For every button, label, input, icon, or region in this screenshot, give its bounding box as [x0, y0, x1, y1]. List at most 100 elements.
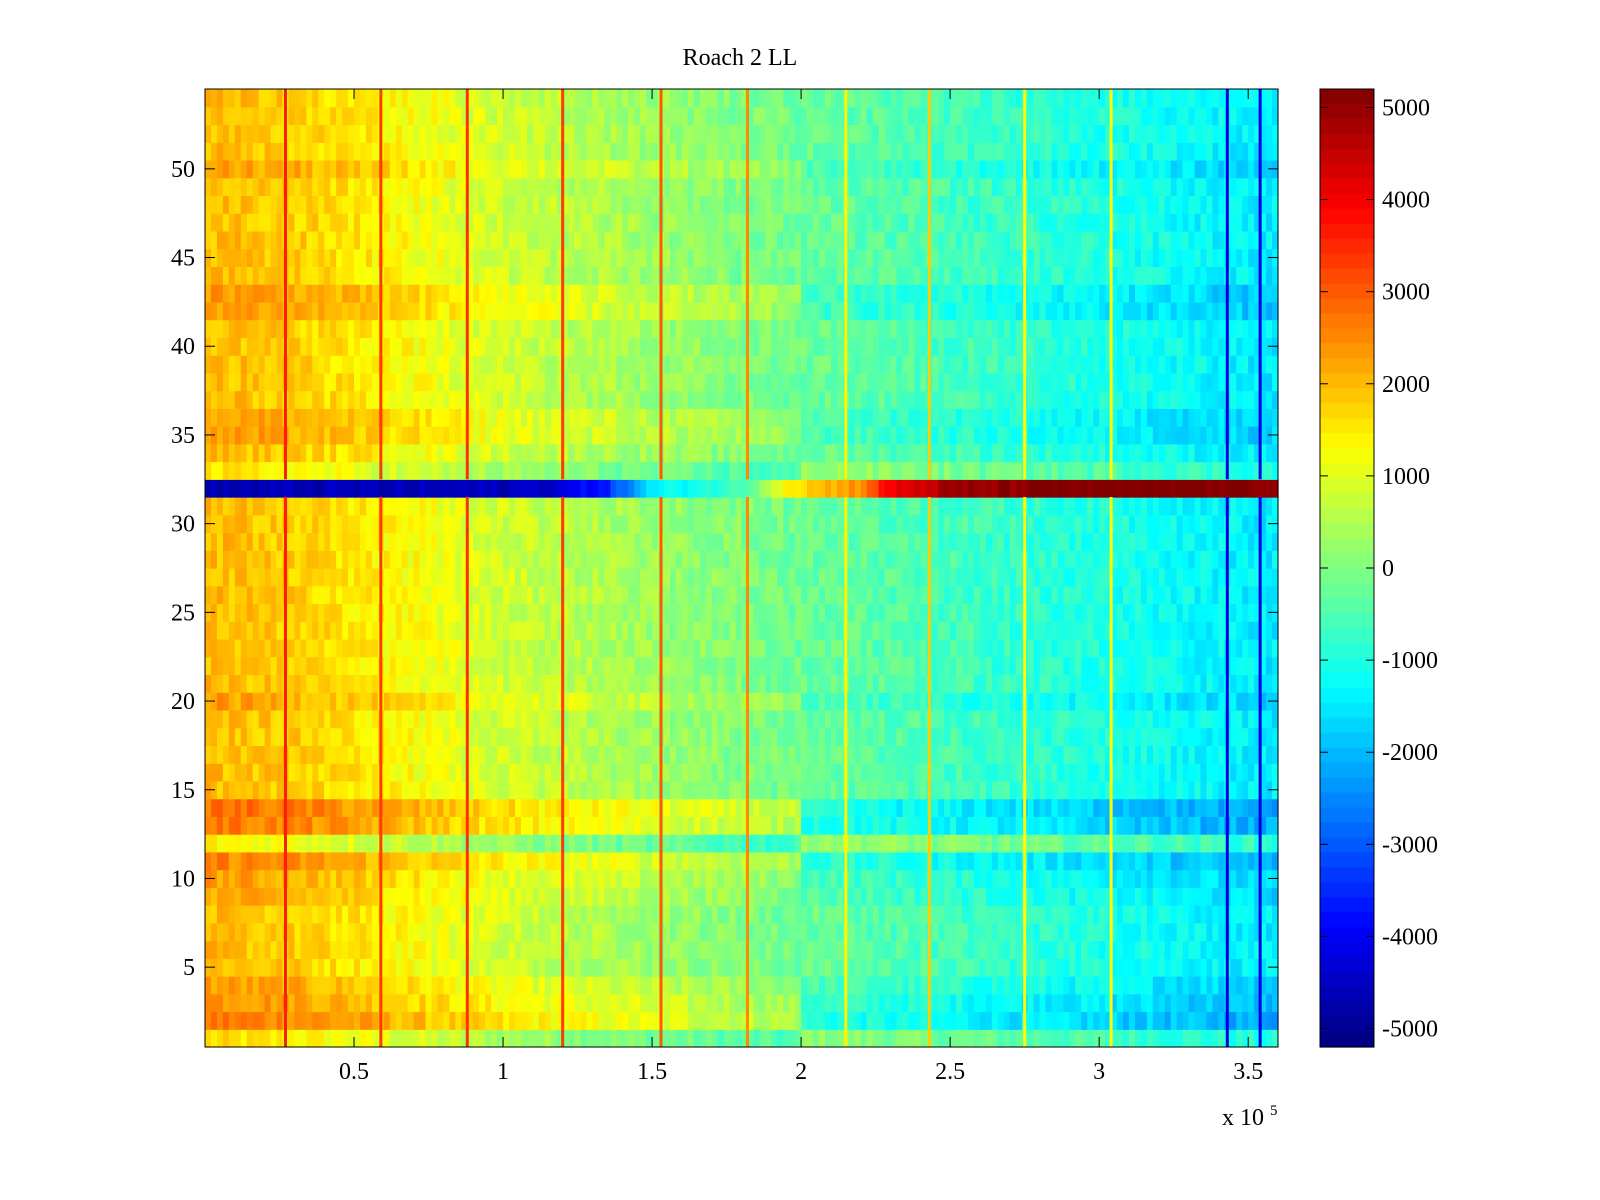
heatmap-cell [324, 940, 331, 959]
heatmap-cell [646, 834, 653, 853]
heatmap-cell [699, 1011, 707, 1030]
heatmap-cell [717, 603, 725, 622]
heatmap-cell [634, 851, 641, 871]
heatmap-cell [1081, 798, 1088, 817]
heatmap-cell [288, 993, 296, 1013]
heatmap-cell [1111, 816, 1118, 835]
heatmap-cell [789, 727, 796, 747]
heatmap-cell [652, 709, 659, 729]
heatmap-cell [741, 745, 749, 764]
heatmap-cell [467, 568, 474, 587]
heatmap-cell [383, 780, 391, 800]
heatmap-cell [395, 869, 403, 888]
heatmap-cell [467, 940, 474, 959]
heatmap-cell [550, 638, 558, 658]
heatmap-cell [616, 993, 623, 1013]
heatmap-cell [747, 638, 755, 658]
heatmap-cell [1242, 851, 1249, 871]
heatmap-cell [449, 869, 456, 888]
heatmap-cell [401, 887, 409, 906]
heatmap-cell [1242, 834, 1249, 853]
heatmap-cell [586, 780, 594, 800]
heatmap-cell [985, 993, 993, 1013]
heatmap-cell [318, 621, 325, 640]
heatmap-cell [860, 993, 868, 1013]
heatmap-cell [1039, 674, 1047, 693]
heatmap-cell [431, 603, 439, 622]
heatmap-cell [509, 621, 516, 640]
heatmap-cell [246, 603, 254, 622]
heatmap-cell [520, 993, 528, 1013]
heatmap-cell [1254, 692, 1261, 711]
heatmap-cell [747, 940, 755, 959]
heatmap-cell [598, 993, 605, 1013]
heatmap-cell [276, 816, 284, 835]
heatmap-cell [210, 585, 218, 605]
heatmap-cell [479, 905, 486, 924]
heatmap-cell [348, 869, 355, 888]
heatmap-cell [699, 940, 707, 959]
heatmap-cell [359, 550, 367, 569]
heatmap-cell [896, 656, 904, 676]
heatmap-cell [252, 976, 260, 995]
heatmap-cell [1242, 869, 1249, 888]
heatmap-cell [610, 727, 617, 747]
heatmap-cell [1015, 568, 1023, 587]
heatmap-cell [735, 709, 743, 729]
heatmap-cell [574, 940, 582, 959]
heatmap-cell [616, 638, 623, 658]
heatmap-cell [1260, 993, 1267, 1013]
heatmap-cell [884, 993, 892, 1013]
heatmap-cell [836, 692, 844, 711]
heatmap-cell [1003, 674, 1011, 693]
heatmap-cell [538, 940, 546, 959]
heatmap-cell [1218, 993, 1225, 1013]
heatmap-cell [1158, 905, 1166, 924]
heatmap-cell [503, 816, 510, 835]
heatmap-cell [741, 638, 749, 658]
heatmap-cell [1093, 851, 1100, 871]
heatmap-cell [330, 869, 337, 888]
heatmap-cell [753, 869, 760, 888]
heatmap-cell [622, 603, 629, 622]
heatmap-cell [532, 816, 540, 835]
heatmap-cell [616, 834, 623, 853]
heatmap-cell [1027, 851, 1035, 871]
heatmap-cell [896, 834, 904, 853]
heatmap-cell [1063, 1029, 1070, 1048]
heatmap-cell [723, 887, 731, 906]
heatmap-cell [807, 834, 814, 853]
heatmap-cell [1146, 869, 1154, 888]
heatmap-cell [795, 550, 802, 569]
heatmap-cell [413, 638, 421, 658]
heatmap-cell [216, 780, 224, 800]
heatmap-cell [1200, 816, 1208, 835]
heatmap-cell [652, 1011, 659, 1030]
heatmap-cell [813, 958, 820, 977]
heatmap-cell [729, 603, 737, 622]
heatmap-cell [1117, 603, 1124, 622]
heatmap-cell [914, 1029, 921, 1048]
heatmap-cell [1009, 674, 1017, 693]
heatmap-cell [741, 922, 749, 942]
heatmap-cell [318, 568, 325, 587]
heatmap-cell [562, 692, 570, 711]
heatmap-cell [1117, 727, 1124, 747]
heatmap-cell [491, 1029, 498, 1048]
heatmap-cell [509, 674, 516, 693]
heatmap-cell [1039, 922, 1047, 942]
heatmap-cell [1260, 940, 1267, 959]
heatmap-cell [1248, 780, 1255, 800]
heatmap-cell [1081, 834, 1088, 853]
heatmap-cell [246, 568, 254, 587]
heatmap-cell [1105, 869, 1112, 888]
heatmap-cell [866, 940, 874, 959]
heatmap-cell [544, 745, 552, 764]
heatmap-cell [1075, 709, 1082, 729]
heatmap-cell [705, 851, 713, 871]
heatmap-cell [753, 656, 760, 676]
heatmap-cell [664, 887, 671, 906]
heatmap-cell [509, 798, 516, 817]
heatmap-cell [640, 780, 647, 800]
heatmap-cell [443, 1029, 450, 1048]
